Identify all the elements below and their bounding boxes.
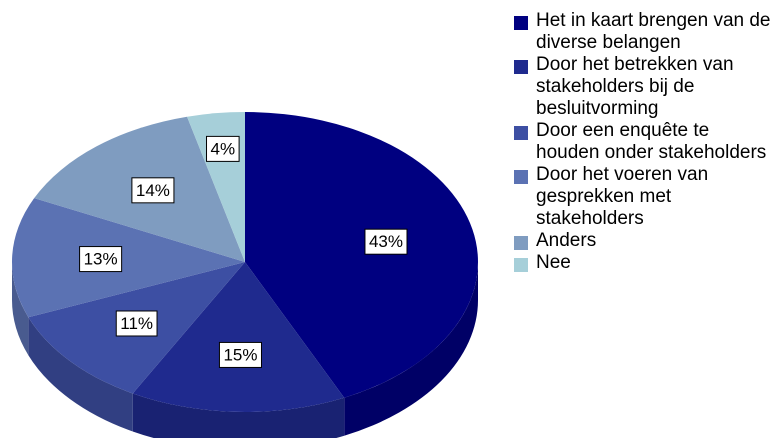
legend-label: Anders — [536, 230, 597, 251]
legend-item: Door het voeren van gesprekken met stake… — [514, 164, 776, 230]
legend-item: Door een enquête te houden onder stakeho… — [514, 120, 776, 164]
slice — [132, 262, 345, 413]
data-label-box — [218, 341, 262, 368]
data-label: 14% — [131, 177, 175, 204]
legend-label: Door het betrekken van stakeholders bij … — [536, 54, 734, 119]
slice — [11, 198, 246, 318]
slice-side — [28, 317, 133, 432]
chart: 43% 15% 11% 13% 14% 4% — [11, 112, 478, 438]
legend-swatch — [514, 126, 528, 140]
data-label-box — [206, 135, 240, 162]
data-label: 15% — [218, 341, 262, 368]
legend-swatch — [514, 170, 528, 184]
legend-item: Anders — [514, 230, 776, 252]
data-label: 4% — [206, 135, 240, 162]
data-label-box — [131, 177, 175, 204]
data-label-text: 11% — [120, 314, 153, 333]
legend-item: Door het betrekken van stakeholders bij … — [514, 54, 776, 120]
data-label: 11% — [115, 310, 158, 337]
legend-label: Door het voeren van gesprekken met stake… — [536, 164, 709, 229]
data-label-text: 14% — [136, 181, 170, 200]
legend-label: Door een enquête te houden onder stakeho… — [536, 120, 767, 163]
data-label-text: 15% — [223, 345, 257, 364]
legend: Het in kaart brengen van de diverse bela… — [514, 10, 776, 274]
slice-side — [344, 262, 478, 436]
data-label-box — [115, 310, 158, 337]
legend-swatch — [514, 236, 528, 250]
slice-side — [12, 262, 29, 356]
data-label-box — [79, 246, 123, 273]
data-label-text: 43% — [369, 232, 403, 251]
legend-swatch — [514, 60, 528, 74]
legend-label: Nee — [536, 252, 571, 273]
data-label-text: 4% — [211, 139, 236, 158]
legend-item: Nee — [514, 252, 776, 274]
data-label: 43% — [364, 228, 408, 255]
data-label: 13% — [79, 246, 123, 273]
legend-swatch — [514, 258, 528, 272]
legend-item: Het in kaart brengen van de diverse bela… — [514, 10, 776, 54]
legend-swatch — [514, 16, 528, 30]
data-label-box — [364, 228, 408, 255]
data-label-text: 13% — [84, 250, 118, 269]
slice — [245, 112, 478, 398]
slice-side — [132, 393, 345, 438]
legend-label: Het in kaart brengen van de diverse bela… — [536, 10, 771, 53]
